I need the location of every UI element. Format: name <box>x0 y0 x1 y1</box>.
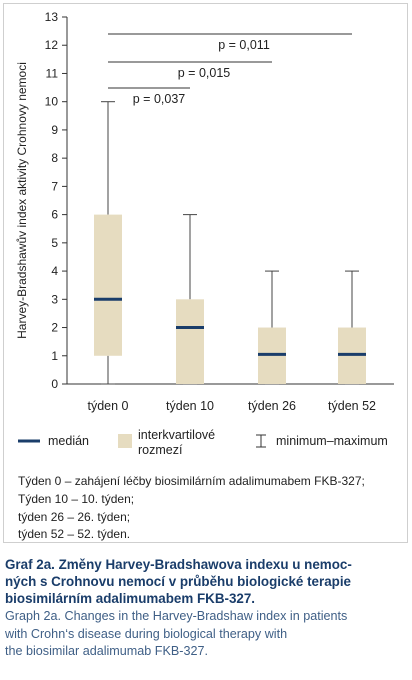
significance-label-1: p = 0,015 <box>178 66 231 80</box>
x-tick-label-3: týden 52 <box>328 399 376 413</box>
legend-iqr-label-1: rozmezí <box>138 443 183 457</box>
y-tick-label-7: 7 <box>51 179 58 193</box>
legend-range-label: minimum–maximum <box>276 434 388 448</box>
y-tick-label-5: 5 <box>51 236 58 250</box>
y-tick-label-8: 8 <box>51 151 58 165</box>
iqr-box-1 <box>176 299 204 384</box>
x-tick-label-1: týden 10 <box>166 399 214 413</box>
y-tick-label-3: 3 <box>51 292 58 306</box>
x-tick-label-2: týden 26 <box>248 399 296 413</box>
note-line-0: Týden 0 – zahájení léčby biosimilárním a… <box>18 474 365 488</box>
iqr-box-0 <box>94 214 122 356</box>
y-tick-label-1: 1 <box>51 349 58 363</box>
y-axis-title: Harvey-Bradshawův index aktivity Crohnov… <box>15 62 29 339</box>
y-tick-label-6: 6 <box>51 208 58 222</box>
y-tick-label-11: 11 <box>46 66 59 80</box>
legend-iqr-label-0: interkvartilové <box>138 428 215 442</box>
significance-label-2: p = 0,037 <box>133 92 186 106</box>
y-tick-label-2: 2 <box>51 321 58 335</box>
y-tick-label-0: 0 <box>51 377 58 391</box>
caption-cz-line-0: Graf 2a. Změny Harvey-Bradshawova indexu… <box>5 557 352 572</box>
y-tick-label-4: 4 <box>51 264 58 278</box>
caption-cz-line-1: ných s Crohnovu nemocí v průběhu biologi… <box>5 574 351 589</box>
note-line-1: Týden 10 – 10. týden; <box>18 492 135 506</box>
x-tick-label-0: týden 0 <box>87 399 128 413</box>
y-tick-label-13: 13 <box>45 10 59 24</box>
note-line-3: týden 52 – 52. týden. <box>18 527 131 541</box>
caption-english: Graph 2a. Changes in the Harvey-Bradshaw… <box>5 608 405 661</box>
caption-en-line-0: Graph 2a. Changes in the Harvey-Bradshaw… <box>5 609 348 623</box>
y-tick-label-9: 9 <box>51 123 58 137</box>
caption-en-line-1: with Crohn‘s disease during biological t… <box>5 626 288 641</box>
chart-frame: 0 1 2 3 4 5 6 7 8 9 10 11 12 13 Harvey-Bradshawův inde… <box>3 3 408 543</box>
y-tick-label-12: 12 <box>45 38 59 52</box>
caption-czech: Graf 2a. Změny Harvey-Bradshawova indexu… <box>5 556 405 607</box>
legend-iqr-swatch <box>118 434 132 448</box>
caption-cz-line-2: biosimilárním adalimumabem FKB-327. <box>5 591 256 606</box>
y-tick-label-10: 10 <box>45 95 59 109</box>
significance-label-0: p = 0,011 <box>218 38 270 52</box>
note-line-2: týden 26 – 26. týden; <box>18 510 131 524</box>
legend-median-label: medián <box>48 434 89 448</box>
caption-en-line-2: the biosimilar adalimumab FKB-327. <box>5 644 208 658</box>
